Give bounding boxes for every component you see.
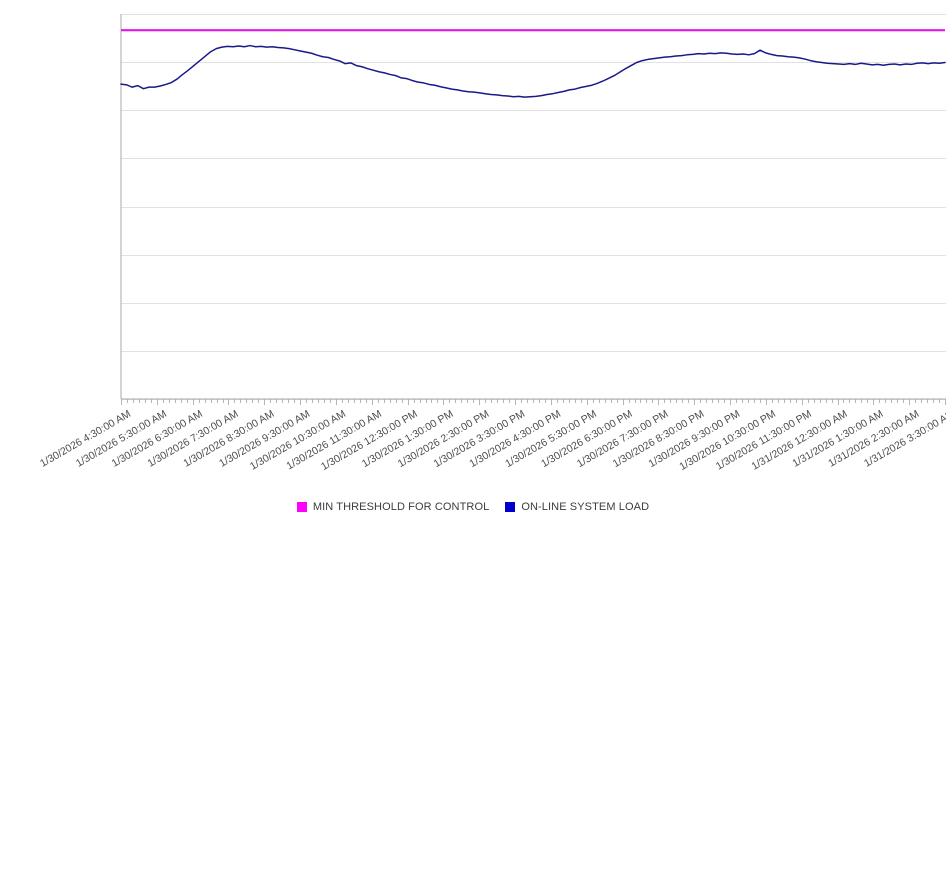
legend-item-min-threshold-for-control[interactable]: MIN THRESHOLD FOR CONTROL — [296, 501, 490, 513]
legend-item-on-line-system-load[interactable]: ON-LINE SYSTEM LOAD — [505, 501, 649, 513]
chart-legend: MIN THRESHOLD FOR CONTROL ON-LINE SYSTEM… — [0, 496, 946, 518]
online-system-load-line — [120, 44, 946, 98]
x-axis-tick-group — [121, 399, 946, 405]
legend-swatch-icon — [296, 502, 307, 512]
gridline-group — [121, 14, 946, 400]
legend-swatch-icon — [505, 502, 516, 512]
legend-label: MIN THRESHOLD FOR CONTROL — [312, 501, 490, 513]
chart-plot-area — [120, 14, 946, 405]
chart-container: 1/30/2026 4:30:00 AM 1/30/2026 5:30:00 AM… — [0, 14, 946, 518]
legend-label: ON-LINE SYSTEM LOAD — [521, 501, 650, 513]
x-axis-labels: 1/30/2026 4:30:00 AM 1/30/2026 5:30:00 AM… — [0, 400, 946, 495]
